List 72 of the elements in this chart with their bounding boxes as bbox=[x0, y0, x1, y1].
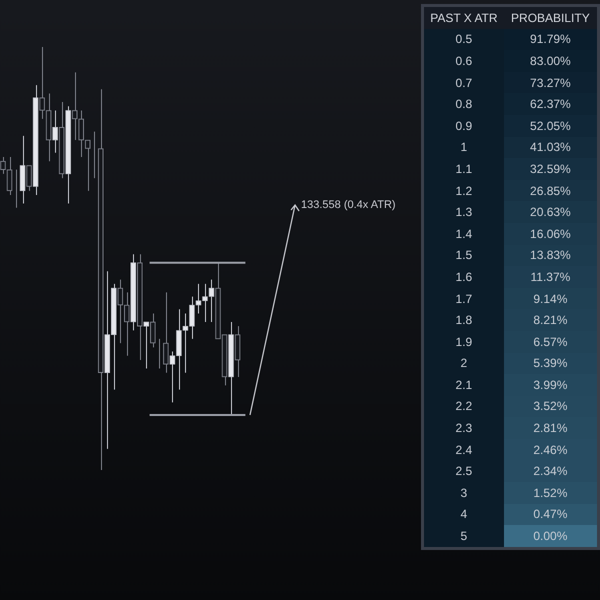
y-tick-label: 1.7 bbox=[424, 288, 504, 310]
candlestick bbox=[32, 84, 38, 196]
y-tick-label: 0.6 bbox=[424, 50, 504, 72]
y-tick-label: 1 bbox=[424, 136, 504, 158]
candlestick bbox=[163, 292, 169, 374]
candlestick bbox=[124, 292, 130, 356]
y-tick-label: 2 bbox=[424, 352, 504, 374]
data-label: 0.00% bbox=[504, 525, 597, 547]
y-tick-label: 2.5 bbox=[424, 460, 504, 482]
y-tick-label: 1.9 bbox=[424, 330, 504, 352]
data-label: 5.39% bbox=[504, 352, 597, 374]
candlestick bbox=[228, 321, 234, 416]
candlestick bbox=[130, 254, 136, 331]
y-tick-label: 1.4 bbox=[424, 222, 504, 245]
data-label: 8.21% bbox=[504, 309, 597, 331]
y-tick-label: 2.1 bbox=[424, 374, 504, 396]
candlestick bbox=[26, 165, 32, 192]
candlestick bbox=[234, 326, 240, 378]
data-label: 91.79% bbox=[504, 28, 597, 50]
data-label: 6.57% bbox=[504, 330, 597, 352]
y-tick-label: 0.9 bbox=[424, 114, 504, 137]
data-label: 1.52% bbox=[504, 482, 597, 504]
y-tick-label: 0.5 bbox=[424, 28, 504, 50]
y-tick-label: 1.6 bbox=[424, 266, 504, 288]
text: 133.558 (0.4x ATR) bbox=[301, 199, 396, 211]
y-tick-label: 1.2 bbox=[424, 180, 504, 202]
candlestick bbox=[117, 279, 124, 344]
candlestick bbox=[78, 110, 84, 158]
data-label: 9.14% bbox=[504, 288, 597, 310]
candlestick bbox=[98, 88, 104, 470]
y-axis-title: PAST X ATR bbox=[424, 7, 504, 29]
y-tick-label: 2.4 bbox=[424, 438, 504, 460]
data-label: 32.59% bbox=[504, 158, 597, 180]
data-label: 62.37% bbox=[504, 93, 597, 115]
data-label: 13.83% bbox=[504, 244, 597, 266]
candlestick bbox=[52, 110, 58, 154]
data-label: 3.99% bbox=[504, 374, 597, 396]
data-label: 0.47% bbox=[504, 504, 597, 526]
data-label: 52.05% bbox=[504, 114, 597, 137]
y-tick-label: 4 bbox=[424, 504, 504, 526]
data-label: 20.63% bbox=[504, 201, 597, 223]
y-tick-label: 0.7 bbox=[424, 72, 504, 94]
candlestick bbox=[20, 135, 26, 204]
data-label: 2.81% bbox=[504, 417, 597, 439]
data-label: 3.52% bbox=[504, 396, 597, 418]
y-tick-label: 3 bbox=[424, 482, 504, 504]
candlestick bbox=[39, 46, 45, 120]
data-label: 26.85% bbox=[504, 180, 597, 202]
data-label: 2.34% bbox=[504, 460, 597, 482]
y-tick-label: 1.8 bbox=[424, 309, 504, 331]
data-label: 41.03% bbox=[504, 136, 597, 158]
candlestick bbox=[150, 312, 156, 348]
candlestick bbox=[84, 140, 91, 192]
data-label: 16.06% bbox=[504, 222, 597, 245]
data-label: 83.00% bbox=[504, 50, 597, 72]
y-tick-label: 1.5 bbox=[424, 244, 504, 266]
y-tick-label: 1.3 bbox=[424, 201, 504, 223]
candlestick bbox=[46, 93, 52, 162]
y-tick-label: 2.3 bbox=[424, 417, 504, 439]
candlestick bbox=[65, 106, 71, 204]
candlestick bbox=[136, 254, 143, 361]
y-tick-label: 1.1 bbox=[424, 158, 504, 180]
data-label: 11.37% bbox=[504, 266, 597, 288]
data-label: 2.46% bbox=[504, 438, 597, 460]
y-tick-label: 5 bbox=[424, 525, 504, 547]
y-tick-label: 2.2 bbox=[424, 396, 504, 418]
y-tick-label: 0.8 bbox=[424, 93, 504, 115]
candlestick bbox=[144, 322, 150, 369]
x-tick-label: PROBABILITY bbox=[504, 7, 597, 29]
candlestick bbox=[208, 279, 214, 322]
candlestick bbox=[58, 101, 64, 179]
data-label: 73.27% bbox=[504, 72, 597, 94]
